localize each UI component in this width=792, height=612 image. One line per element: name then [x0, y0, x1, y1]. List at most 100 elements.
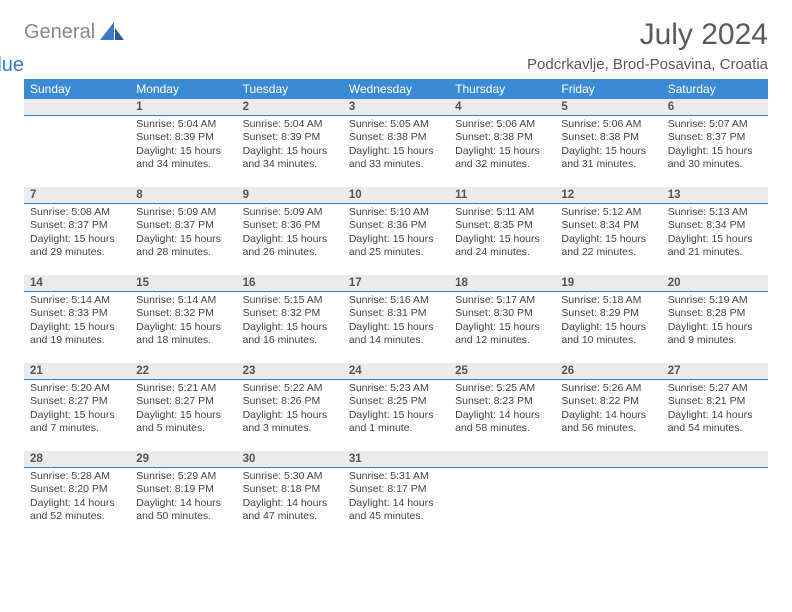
day-detail-line: Sunset: 8:26 PM [243, 395, 337, 408]
logo: General Blue [24, 18, 126, 67]
day-detail-line: Sunset: 8:20 PM [30, 483, 124, 496]
day-detail-line: Sunset: 8:34 PM [561, 219, 655, 232]
day-detail-line: Sunrise: 5:13 AM [668, 206, 762, 219]
day-detail-line: Daylight: 15 hours [243, 321, 337, 334]
calendar-cell: 5Sunrise: 5:06 AMSunset: 8:38 PMDaylight… [555, 99, 661, 187]
day-detail-line: and 31 minutes. [561, 158, 655, 171]
dow-monday: Monday [130, 79, 236, 99]
calendar-cell: 19Sunrise: 5:18 AMSunset: 8:29 PMDayligh… [555, 275, 661, 363]
day-details [555, 468, 661, 474]
day-detail-line: Sunrise: 5:12 AM [561, 206, 655, 219]
day-number: 10 [343, 187, 449, 204]
day-detail-line: Sunset: 8:39 PM [243, 131, 337, 144]
month-title: July 2024 [527, 18, 768, 52]
day-detail-line: and 14 minutes. [349, 334, 443, 347]
day-detail-line: Daylight: 15 hours [561, 145, 655, 158]
day-detail-line: Sunrise: 5:14 AM [30, 294, 124, 307]
calendar-cell: 13Sunrise: 5:13 AMSunset: 8:34 PMDayligh… [662, 187, 768, 275]
day-details: Sunrise: 5:13 AMSunset: 8:34 PMDaylight:… [662, 204, 768, 264]
calendar-cell: 21Sunrise: 5:20 AMSunset: 8:27 PMDayligh… [24, 363, 130, 451]
day-number: 6 [662, 99, 768, 116]
day-detail-line: Sunrise: 5:06 AM [455, 118, 549, 131]
day-detail-line: Daylight: 15 hours [561, 233, 655, 246]
calendar-cell [555, 451, 661, 539]
day-detail-line: Sunrise: 5:08 AM [30, 206, 124, 219]
calendar-cell [662, 451, 768, 539]
day-detail-line: Sunrise: 5:25 AM [455, 382, 549, 395]
dow-wednesday: Wednesday [343, 79, 449, 99]
day-detail-line: Daylight: 15 hours [30, 321, 124, 334]
day-detail-line: Sunrise: 5:30 AM [243, 470, 337, 483]
day-detail-line: Sunrise: 5:04 AM [136, 118, 230, 131]
day-detail-line: Sunrise: 5:20 AM [30, 382, 124, 395]
day-detail-line: Sunrise: 5:28 AM [30, 470, 124, 483]
calendar-cell: 31Sunrise: 5:31 AMSunset: 8:17 PMDayligh… [343, 451, 449, 539]
calendar-page: General Blue July 2024 Podcrkavlje, Brod… [0, 0, 792, 539]
day-details: Sunrise: 5:04 AMSunset: 8:39 PMDaylight:… [237, 116, 343, 176]
day-detail-line: Sunset: 8:37 PM [136, 219, 230, 232]
day-number: 9 [237, 187, 343, 204]
calendar-cell: 25Sunrise: 5:25 AMSunset: 8:23 PMDayligh… [449, 363, 555, 451]
day-detail-line: Sunset: 8:38 PM [349, 131, 443, 144]
day-detail-line: and 33 minutes. [349, 158, 443, 171]
day-details: Sunrise: 5:14 AMSunset: 8:32 PMDaylight:… [130, 292, 236, 352]
day-detail-line: Sunset: 8:34 PM [668, 219, 762, 232]
day-detail-line: Daylight: 14 hours [243, 497, 337, 510]
day-detail-line: Sunrise: 5:26 AM [561, 382, 655, 395]
day-detail-line: Daylight: 15 hours [349, 233, 443, 246]
calendar-cell: 29Sunrise: 5:29 AMSunset: 8:19 PMDayligh… [130, 451, 236, 539]
day-details: Sunrise: 5:17 AMSunset: 8:30 PMDaylight:… [449, 292, 555, 352]
day-details: Sunrise: 5:06 AMSunset: 8:38 PMDaylight:… [449, 116, 555, 176]
day-of-week-row: Sunday Monday Tuesday Wednesday Thursday… [24, 79, 768, 99]
calendar-cell: 15Sunrise: 5:14 AMSunset: 8:32 PMDayligh… [130, 275, 236, 363]
day-details: Sunrise: 5:28 AMSunset: 8:20 PMDaylight:… [24, 468, 130, 528]
day-number: 5 [555, 99, 661, 116]
day-detail-line: Daylight: 14 hours [455, 409, 549, 422]
day-detail-line: Sunset: 8:27 PM [30, 395, 124, 408]
day-detail-line: and 47 minutes. [243, 510, 337, 523]
dow-friday: Friday [555, 79, 661, 99]
day-detail-line: Daylight: 15 hours [349, 409, 443, 422]
day-number [555, 451, 661, 468]
day-detail-line: Sunrise: 5:09 AM [243, 206, 337, 219]
calendar-week-row: 7Sunrise: 5:08 AMSunset: 8:37 PMDaylight… [24, 187, 768, 275]
calendar-cell: 2Sunrise: 5:04 AMSunset: 8:39 PMDaylight… [237, 99, 343, 187]
day-detail-line: and 5 minutes. [136, 422, 230, 435]
day-detail-line: Sunrise: 5:11 AM [455, 206, 549, 219]
calendar-cell: 24Sunrise: 5:23 AMSunset: 8:25 PMDayligh… [343, 363, 449, 451]
day-number: 24 [343, 363, 449, 380]
day-number: 26 [555, 363, 661, 380]
day-detail-line: Daylight: 15 hours [136, 145, 230, 158]
calendar-week-row: 14Sunrise: 5:14 AMSunset: 8:33 PMDayligh… [24, 275, 768, 363]
day-details: Sunrise: 5:16 AMSunset: 8:31 PMDaylight:… [343, 292, 449, 352]
day-detail-line: Sunset: 8:27 PM [136, 395, 230, 408]
day-number: 20 [662, 275, 768, 292]
day-detail-line: Daylight: 15 hours [243, 233, 337, 246]
day-detail-line: and 25 minutes. [349, 246, 443, 259]
day-details: Sunrise: 5:09 AMSunset: 8:37 PMDaylight:… [130, 204, 236, 264]
day-detail-line: Daylight: 14 hours [30, 497, 124, 510]
day-detail-line: Daylight: 15 hours [668, 321, 762, 334]
calendar-cell: 1Sunrise: 5:04 AMSunset: 8:39 PMDaylight… [130, 99, 236, 187]
day-detail-line: and 1 minute. [349, 422, 443, 435]
day-number: 11 [449, 187, 555, 204]
day-details: Sunrise: 5:20 AMSunset: 8:27 PMDaylight:… [24, 380, 130, 440]
day-detail-line: Sunset: 8:23 PM [455, 395, 549, 408]
day-number: 18 [449, 275, 555, 292]
day-number: 14 [24, 275, 130, 292]
day-detail-line: and 45 minutes. [349, 510, 443, 523]
day-detail-line: Sunset: 8:22 PM [561, 395, 655, 408]
calendar-week-row: 21Sunrise: 5:20 AMSunset: 8:27 PMDayligh… [24, 363, 768, 451]
calendar-cell: 3Sunrise: 5:05 AMSunset: 8:38 PMDaylight… [343, 99, 449, 187]
day-detail-line: Sunrise: 5:07 AM [668, 118, 762, 131]
calendar-cell [449, 451, 555, 539]
day-detail-line: and 9 minutes. [668, 334, 762, 347]
day-detail-line: Daylight: 15 hours [30, 409, 124, 422]
day-detail-line: Sunrise: 5:06 AM [561, 118, 655, 131]
logo-word-2: Blue [0, 54, 24, 76]
day-detail-line: Sunset: 8:32 PM [136, 307, 230, 320]
day-detail-line: and 18 minutes. [136, 334, 230, 347]
dow-tuesday: Tuesday [237, 79, 343, 99]
day-number: 15 [130, 275, 236, 292]
location-label: Podcrkavlje, Brod-Posavina, Croatia [527, 56, 768, 73]
